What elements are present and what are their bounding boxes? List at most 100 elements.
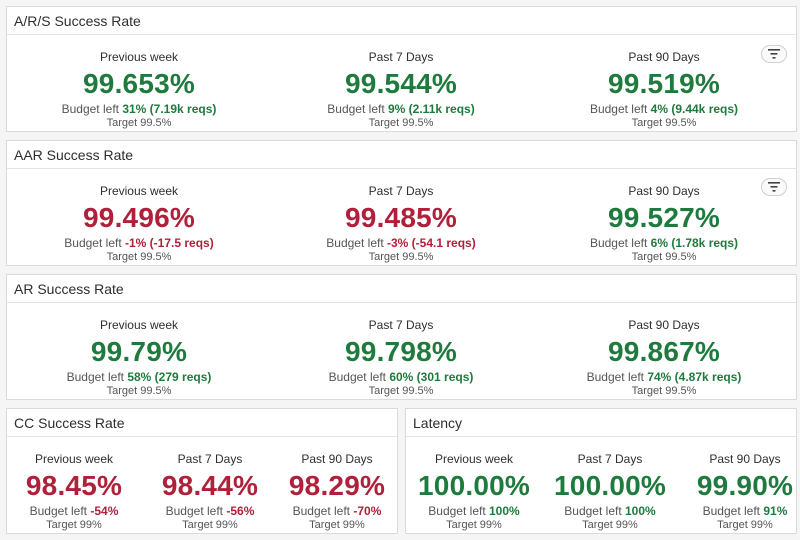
budget-left: Budget left 100%	[409, 504, 539, 518]
budget-value: 9% (2.11k reqs)	[388, 102, 475, 116]
budget-value: 31% (7.19k reqs)	[122, 102, 217, 116]
stat-value: 100.00%	[554, 470, 666, 501]
target-text: Target 99.5%	[368, 117, 434, 129]
stat-previous-week: Previous week 98.45% Budget left -54% Ta…	[9, 437, 139, 532]
target-text: Target 99%	[46, 519, 102, 531]
budget-value: -3% (-54.1 reqs)	[387, 236, 476, 250]
stat-past-7-days: Past 7 Days 100.00% Budget left 100% Tar…	[545, 437, 675, 532]
stat-label: Past 90 Days	[628, 50, 700, 64]
budget-prefix: Budget left	[702, 504, 760, 518]
stat-value: 99.653%	[83, 68, 195, 99]
budget-value: 60% (301 reqs)	[389, 370, 474, 384]
panel-title: AR Success Rate	[7, 275, 796, 303]
budget-prefix: Budget left	[586, 370, 644, 384]
filter-button[interactable]	[761, 178, 787, 196]
stat-past-90-days: Past 90 Days 98.29% Budget left -70% Tar…	[272, 437, 397, 532]
stat-label: Previous week	[99, 184, 179, 198]
panel-title: CC Success Rate	[7, 409, 397, 437]
budget-prefix: Budget left	[66, 370, 124, 384]
budget-value: 58% (279 reqs)	[127, 370, 212, 384]
filter-button[interactable]	[761, 45, 787, 63]
stat-label: Past 90 Days	[709, 452, 781, 466]
budget-left: Budget left -3% (-54.1 reqs)	[291, 236, 511, 250]
budget-value: 4% (9.44k reqs)	[650, 102, 739, 116]
stat-past-90-days: Past 90 Days 99.90% Budget left 91% Targ…	[680, 437, 796, 532]
stat-label: Previous week	[434, 452, 514, 466]
stat-value: 99.496%	[83, 202, 195, 233]
stat-value: 99.485%	[345, 202, 457, 233]
stat-past-90-days: Past 90 Days 99.519% Budget left 4% (9.4…	[554, 35, 774, 130]
stat-previous-week: Previous week 100.00% Budget left 100% T…	[409, 437, 539, 532]
panel-ars-success-rate: A/R/S Success Rate Previous week 99.653%…	[6, 6, 797, 132]
stat-past-90-days: Past 90 Days 99.527% Budget left 6% (1.7…	[554, 169, 774, 264]
panel-title: A/R/S Success Rate	[7, 7, 796, 35]
panel-aar-success-rate: AAR Success Rate Previous week 99.496% B…	[6, 140, 797, 266]
budget-left: Budget left 31% (7.19k reqs)	[29, 102, 249, 116]
budget-value: -70%	[353, 504, 382, 518]
budget-left: Budget left 9% (2.11k reqs)	[291, 102, 511, 116]
budget-prefix: Budget left	[428, 504, 486, 518]
stat-label: Past 90 Days	[628, 184, 700, 198]
budget-value: -54%	[90, 504, 119, 518]
stat-previous-week: Previous week 99.79% Budget left 58% (27…	[29, 303, 249, 398]
budget-prefix: Budget left	[61, 102, 119, 116]
budget-value: -1% (-17.5 reqs)	[125, 236, 214, 250]
budget-value: 91%	[763, 504, 788, 518]
budget-prefix: Budget left	[326, 236, 384, 250]
stat-label: Past 7 Days	[368, 50, 434, 64]
stat-label: Past 90 Days	[628, 318, 700, 332]
budget-left: Budget left 58% (279 reqs)	[29, 370, 249, 384]
budget-prefix: Budget left	[165, 504, 223, 518]
target-text: Target 99.5%	[631, 385, 697, 397]
stat-label: Previous week	[34, 452, 114, 466]
target-text: Target 99.5%	[368, 251, 434, 263]
stat-previous-week: Previous week 99.653% Budget left 31% (7…	[29, 35, 249, 130]
budget-prefix: Budget left	[292, 504, 350, 518]
stat-value: 100.00%	[418, 470, 530, 501]
stat-past-90-days: Past 90 Days 99.867% Budget left 74% (4.…	[554, 303, 774, 398]
stat-past-7-days: Past 7 Days 98.44% Budget left -56% Targ…	[145, 437, 275, 532]
target-text: Target 99.5%	[631, 117, 697, 129]
stat-label: Past 7 Days	[368, 184, 434, 198]
stat-label: Previous week	[99, 50, 179, 64]
budget-left: Budget left -54%	[9, 504, 139, 518]
budget-prefix: Budget left	[589, 102, 648, 116]
target-text: Target 99.5%	[106, 251, 172, 263]
stat-value: 99.544%	[345, 68, 457, 99]
target-text: Target 99%	[309, 519, 365, 531]
stat-past-7-days: Past 7 Days 99.544% Budget left 9% (2.11…	[291, 35, 511, 130]
stat-previous-week: Previous week 99.496% Budget left -1% (-…	[29, 169, 249, 264]
target-text: Target 99%	[182, 519, 238, 531]
stat-value: 99.867%	[608, 336, 720, 367]
budget-left: Budget left -56%	[145, 504, 275, 518]
budget-left: Budget left 91%	[680, 504, 796, 518]
stat-label: Past 7 Days	[177, 452, 243, 466]
panel-title: Latency	[406, 409, 796, 437]
stat-label: Past 90 Days	[301, 452, 373, 466]
target-text: Target 99.5%	[368, 385, 434, 397]
budget-left: Budget left 4% (9.44k reqs)	[554, 102, 774, 116]
budget-left: Budget left 100%	[545, 504, 675, 518]
stat-label: Previous week	[99, 318, 179, 332]
budget-prefix: Budget left	[328, 370, 386, 384]
budget-prefix: Budget left	[327, 102, 385, 116]
budget-value: 74% (4.87k reqs)	[647, 370, 742, 384]
stat-value: 99.90%	[696, 470, 794, 501]
filter-icon	[768, 49, 780, 59]
target-text: Target 99.5%	[631, 251, 697, 263]
budget-prefix: Budget left	[589, 236, 648, 250]
panel-cc-success-rate: CC Success Rate Previous week 98.45% Bud…	[6, 408, 398, 534]
budget-value: 100%	[625, 504, 656, 518]
stat-past-7-days: Past 7 Days 99.798% Budget left 60% (301…	[291, 303, 511, 398]
budget-prefix: Budget left	[64, 236, 122, 250]
stat-value: 98.45%	[25, 470, 123, 501]
panel-latency: Latency Previous week 100.00% Budget lef…	[405, 408, 797, 534]
budget-left: Budget left 74% (4.87k reqs)	[554, 370, 774, 384]
filter-icon	[768, 182, 780, 192]
budget-left: Budget left -1% (-17.5 reqs)	[29, 236, 249, 250]
target-text: Target 99.5%	[106, 385, 172, 397]
stat-value: 98.29%	[288, 470, 386, 501]
budget-left: Budget left 6% (1.78k reqs)	[554, 236, 774, 250]
stat-past-7-days: Past 7 Days 99.485% Budget left -3% (-54…	[291, 169, 511, 264]
budget-value: 6% (1.78k reqs)	[650, 236, 739, 250]
